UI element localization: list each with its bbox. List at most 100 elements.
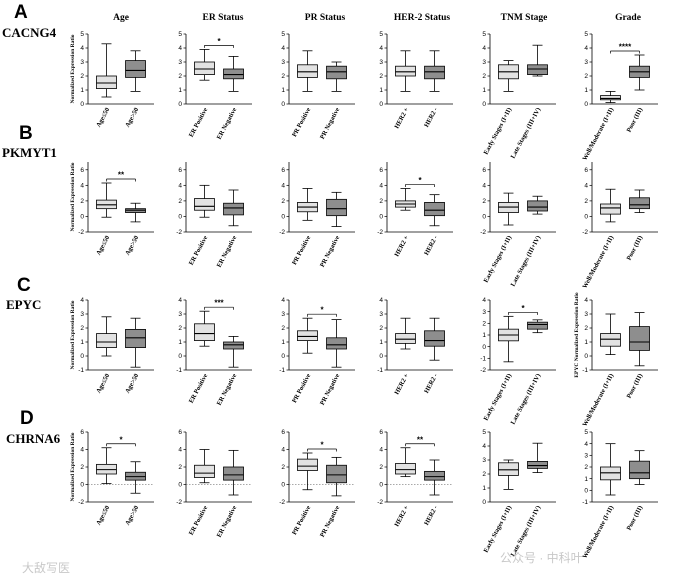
- box-mark: [326, 191, 347, 227]
- box-iqr: [629, 326, 650, 351]
- box-plot-panel: -1 0 1 2 3 4 PR Positive PR Negative *: [279, 297, 355, 406]
- y-tick-label: 6: [584, 167, 588, 174]
- y-tick-label: 6: [379, 429, 383, 436]
- y-tick-label: -2: [78, 229, 84, 236]
- y-tick-label: 1: [379, 87, 383, 94]
- box-plot-panel: -2 0 2 4 6 PR Positive PR Negative *: [279, 429, 355, 538]
- box-mark: [600, 313, 621, 356]
- box-plot-panels: 0 1 2 3 4 5 Normalized Expression Ratio Age≤50 A…: [70, 31, 658, 560]
- y-tick-label: -1: [78, 367, 84, 374]
- x-category-label: HER2 +: [393, 106, 410, 130]
- y-tick-label: 1: [584, 87, 588, 94]
- box-mark: [326, 456, 347, 497]
- box-mark: [498, 60, 519, 92]
- x-category-label: Early Stages (I+II): [483, 505, 514, 554]
- y-tick-label: 0: [584, 101, 588, 108]
- y-tick-label: 6: [80, 167, 84, 174]
- y-tick-label: 1: [482, 87, 486, 94]
- significance-label: *: [521, 304, 525, 313]
- x-category-label: Age≤50: [95, 373, 111, 395]
- y-tick-label: 0: [281, 353, 285, 360]
- box-plot-panel: -1 0 1 2 3 4 ER Positive ER Negative ***: [176, 297, 252, 407]
- box-mark: [395, 50, 416, 92]
- box-plot-panel: -2 0 2 4 6 HER2 + HER2 - **: [377, 429, 453, 528]
- y-tick-label: 3: [178, 59, 182, 66]
- box-mark: [395, 447, 416, 478]
- y-tick-label: 2: [379, 325, 383, 332]
- box-iqr: [395, 65, 416, 77]
- y-tick-label: 0: [379, 214, 383, 221]
- y-tick-label: 3: [379, 311, 383, 318]
- y-tick-label: 4: [482, 297, 486, 304]
- y-tick-label: 2: [482, 73, 486, 80]
- box-iqr: [125, 60, 146, 78]
- y-tick-label: 2: [379, 73, 383, 80]
- x-category-label: Well/Moderate (I+II): [581, 107, 615, 162]
- box-iqr: [96, 75, 117, 89]
- box-mark: [498, 192, 519, 226]
- y-tick-label: 1: [379, 339, 383, 346]
- x-category-label: Age>50: [124, 373, 140, 395]
- x-category-label: PR Negative: [319, 373, 341, 407]
- panel-letter-a: A: [14, 2, 28, 23]
- significance-label: ***: [214, 299, 224, 308]
- y-tick-label: 1: [80, 339, 84, 346]
- y-tick-label: 6: [178, 167, 182, 174]
- y-tick-label: 0: [584, 353, 588, 360]
- box-plot-panel: -2 0 2 4 6 Normalized Expression Ratio Age≤50 A…: [70, 429, 154, 527]
- column-title-pr-status: PR Status: [305, 13, 346, 23]
- y-tick-label: 4: [281, 45, 285, 52]
- y-tick-label: 2: [281, 73, 285, 80]
- y-tick-label: 4: [281, 447, 285, 454]
- x-category-label: PR Positive: [291, 107, 312, 139]
- y-tick-label: -1: [582, 367, 588, 374]
- box-iqr: [297, 64, 318, 78]
- x-category-label: ER Negative: [216, 235, 239, 269]
- y-tick-label: 5: [584, 429, 588, 436]
- x-category-label: HER2 +: [393, 234, 410, 258]
- y-axis-label: Normalized Expression Ratio: [70, 162, 76, 231]
- column-title-her2-status: HER-2 Status: [394, 13, 451, 23]
- x-category-label: Poor (III): [626, 505, 645, 532]
- y-tick-label: 2: [482, 198, 486, 205]
- box-mark: [223, 56, 244, 92]
- y-tick-label: 4: [584, 45, 588, 52]
- y-tick-label: 0: [178, 101, 182, 108]
- column-title-tnm-stage: TNM Stage: [501, 13, 548, 23]
- box-iqr: [223, 68, 244, 80]
- box-mark: [297, 452, 318, 491]
- box-iqr: [297, 458, 318, 471]
- y-tick-label: 3: [482, 309, 486, 316]
- y-tick-label: 4: [584, 183, 588, 190]
- y-tick-label: 2: [482, 321, 486, 328]
- box-iqr: [194, 198, 215, 211]
- gene-name-cacng4: CACNG4: [2, 25, 57, 40]
- watermark-text: 公众号 · 中科叶: [500, 550, 583, 565]
- x-category-label: HER2 -: [423, 505, 439, 527]
- y-tick-label: 6: [178, 429, 182, 436]
- y-tick-label: 1: [281, 87, 285, 94]
- x-category-label: Age>50: [124, 107, 140, 129]
- box-plot-panel: -1 0 1 2 3 4 Normalized Expression Ratio Age≤50…: [70, 297, 154, 395]
- y-tick-label: 4: [80, 45, 84, 52]
- y-tick-label: 2: [379, 464, 383, 471]
- box-mark: [326, 61, 347, 92]
- x-category-label: PR Positive: [291, 505, 312, 537]
- box-iqr: [600, 333, 621, 347]
- y-tick-label: 4: [80, 297, 84, 304]
- box-plot-panel: 0 1 2 3 4 5 Early Stages (I+II)Late Stages (II…: [482, 31, 556, 160]
- box-iqr: [527, 200, 548, 212]
- y-tick-label: 1: [584, 339, 588, 346]
- box-iqr: [125, 328, 146, 348]
- box-mark: [424, 50, 445, 92]
- significance-label: **: [118, 171, 125, 180]
- y-tick-label: -2: [582, 229, 588, 236]
- x-category-label: Late Stages (III+IV): [510, 373, 543, 426]
- x-category-label: Late Stages (III+IV): [510, 107, 543, 160]
- box-mark: [424, 194, 445, 227]
- x-category-label: PR Negative: [319, 505, 341, 539]
- y-tick-label: 2: [80, 198, 84, 205]
- y-tick-label: 4: [80, 447, 84, 454]
- y-tick-label: 4: [80, 183, 84, 190]
